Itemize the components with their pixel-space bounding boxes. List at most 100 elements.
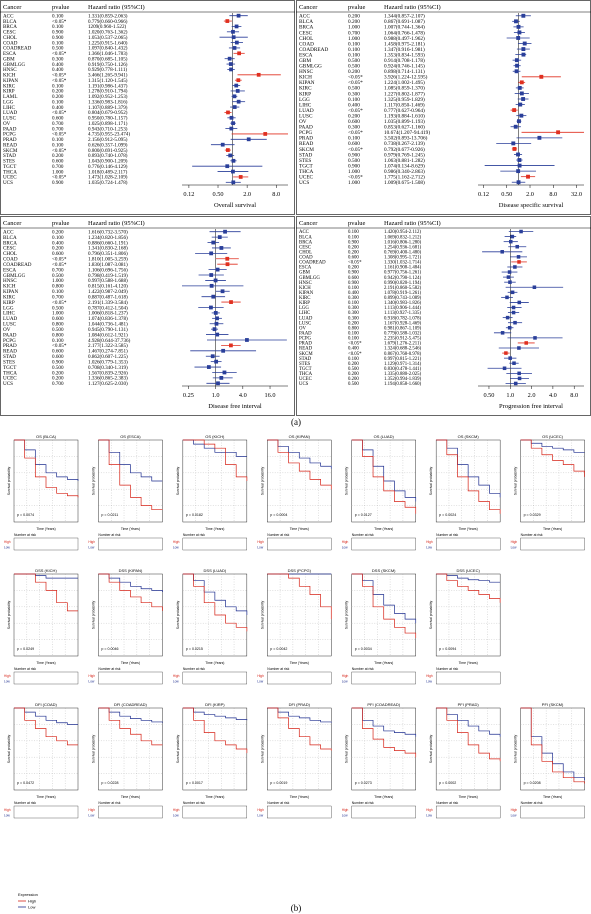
row-hazard-ratio: 1.420(0.954-2.112) [384, 230, 421, 235]
row-hazard-ratio: 1.344(0.857-2.107) [384, 13, 425, 20]
row-pvalue: 0.200 [348, 14, 360, 20]
row-pvalue: 0.100 [348, 286, 359, 291]
header-cancer: Cancer [299, 4, 318, 11]
row-cancer: GBMLGG [3, 273, 26, 279]
hr-point [231, 35, 236, 40]
km-pvalue: p = 0.0034 [355, 647, 372, 651]
hr-point [513, 265, 517, 269]
km-risk-frame [435, 671, 501, 685]
row-pvalue: 0.600 [348, 276, 359, 281]
km-risk-title: Number at risk [352, 533, 374, 537]
km-curve-high [182, 707, 248, 754]
km-risk-high: High [511, 808, 518, 812]
row-hazard-ratio: 1.106(0.696-1.756) [88, 266, 128, 273]
row-cancer: KIPAN [3, 78, 18, 84]
row-cancer: OV [3, 121, 11, 127]
row-cancer: UCEC [3, 376, 17, 382]
km-title: DFI (COAD) [35, 702, 57, 707]
row-hazard-ratio: 0.942(0.790-1.124) [384, 276, 422, 281]
row-cancer: PCPG [299, 130, 312, 136]
row-hazard-ratio: 1.006(0.818-1.237) [88, 310, 128, 317]
row-hazard-ratio: 1.025(0.898-1.171) [88, 120, 128, 127]
km-risk-high: High [342, 808, 349, 812]
km-risk-frame [435, 537, 501, 551]
row-hazard-ratio: 1.278(0.910-1.794) [88, 88, 128, 95]
row-cancer: KIRC [3, 294, 16, 300]
forest-plot-disease-specific-survival: Cancer pvalue Hazard ratio (95%CI) ACC 0.200… [296, 0, 591, 215]
hr-point [517, 300, 522, 305]
row-pvalue: 0.900 [52, 30, 64, 36]
km-plot: OS (LUAD) p = 0.0127 Survival probability T… [342, 434, 417, 551]
hr-point [517, 260, 521, 264]
hr-point [228, 62, 233, 66]
km-risk-high: High [426, 540, 433, 544]
km-curve-high [267, 439, 332, 490]
row-cancer: CESC [299, 245, 311, 250]
hr-point [517, 119, 521, 124]
row-pvalue: 0.400 [348, 102, 360, 108]
row-cancer: THCA [3, 370, 17, 376]
row-hazard-ratio: 1.074(0.836-1.378) [88, 315, 128, 322]
row-hazard-ratio: 1.193(0.884-1.610) [384, 112, 425, 119]
hr-point [513, 320, 517, 325]
km-risk-frame [13, 805, 79, 819]
header-pvalue: pvalue [52, 4, 69, 11]
row-pvalue: 0.600 [52, 159, 64, 165]
km-risk-frame [98, 671, 163, 685]
row-hazard-ratio: 0.986(0.340-2.863) [384, 168, 425, 175]
km-risk-low: Low [257, 546, 264, 550]
km-frame [520, 439, 585, 523]
hr-point [532, 285, 537, 290]
row-hazard-ratio: 0.798(0.419-1.519) [88, 272, 128, 279]
row-cancer: PAAD [3, 126, 17, 132]
km-risk-high: High [342, 674, 349, 678]
row-cancer: KICH [299, 286, 311, 291]
hr-point [231, 158, 236, 163]
km-ylabel: Survival probability [91, 734, 95, 763]
hr-point [508, 356, 512, 360]
hr-point [216, 381, 220, 386]
km-curve-high [351, 573, 417, 638]
row-cancer: SKCM [299, 352, 313, 357]
hr-point [517, 376, 522, 381]
km-curve-high [436, 439, 501, 514]
row-pvalue: 0.300 [348, 316, 359, 321]
forest-plot-progression-free-interval: Cancer pvalue Hazard ratio (95%CI) ACC 0.100… [296, 216, 591, 416]
hr-point [502, 366, 507, 371]
x-tick-label: 0.50 [483, 392, 494, 399]
row-pvalue: 0.200 [348, 245, 359, 250]
row-cancer: GBMLGG [299, 276, 320, 281]
km-pvalue: p = 0.0472 [17, 781, 34, 785]
row-cancer: CHOL [3, 251, 17, 257]
hr-point [238, 175, 243, 179]
row-hazard-ratio: 1.129(0.971-1.314) [384, 362, 422, 367]
row-cancer: COADREAD [299, 47, 328, 53]
x-axis-label: Progression free interval [499, 403, 563, 410]
km-title: DSS (PCPG) [288, 568, 312, 573]
row-cancer: COAD [3, 257, 18, 263]
km-ylabel: Survival probability [514, 734, 518, 763]
row-pvalue: 0.500 [52, 305, 64, 311]
x-axis-label: Overall survival [214, 202, 256, 209]
hr-point [215, 267, 220, 272]
row-hazard-ratio: 0.792(0.677-0.926) [384, 146, 425, 153]
row-cancer: BLCA [3, 235, 17, 241]
km-plot: OS (KICH) p = 0.0182 Survival probability T… [173, 434, 248, 551]
row-hazard-ratio: 1.194(0.858-1.660) [384, 382, 422, 387]
km-frame [267, 573, 332, 657]
km-xlabel: Time (Years) [121, 661, 140, 665]
row-pvalue: 1.000 [52, 278, 64, 284]
row-cancer: LUAD [3, 316, 18, 322]
row-cancer: BRCA [3, 24, 17, 30]
row-hazard-ratio: 0.918(0.782-1.078) [384, 316, 422, 321]
hr-point [263, 132, 268, 136]
row-cancer: STAD [299, 357, 312, 362]
row-cancer: STES [3, 159, 15, 165]
row-pvalue: 0.300 [52, 56, 64, 62]
row-hazard-ratio: 1.107(0.889-1.379) [88, 104, 128, 111]
row-pvalue: 0.100 [52, 83, 64, 89]
hr-point [234, 83, 239, 88]
km-frame [98, 707, 163, 791]
km-risk-frame [13, 671, 79, 685]
row-cancer: LIHC [3, 311, 16, 317]
